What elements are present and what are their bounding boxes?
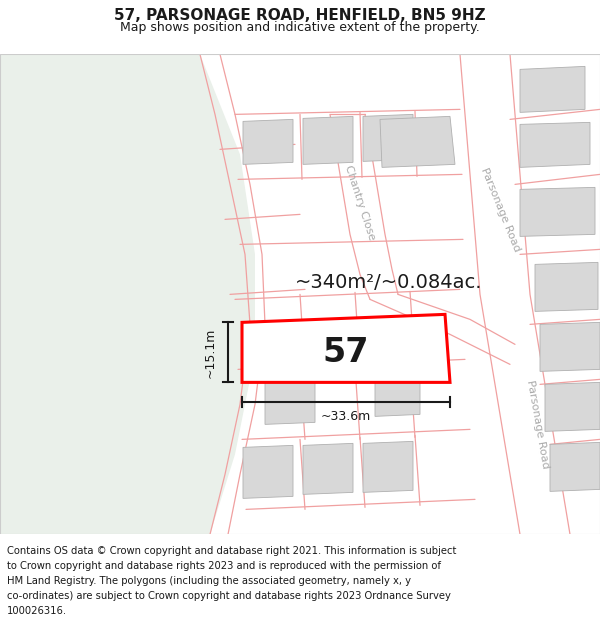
Text: ~15.1m: ~15.1m <box>203 328 217 378</box>
Polygon shape <box>242 314 450 382</box>
Text: 100026316.: 100026316. <box>7 606 67 616</box>
Polygon shape <box>520 188 595 236</box>
Text: co-ordinates) are subject to Crown copyright and database rights 2023 Ordnance S: co-ordinates) are subject to Crown copyr… <box>7 591 451 601</box>
Polygon shape <box>520 122 590 168</box>
Text: Parsonage Road: Parsonage Road <box>525 379 551 469</box>
Polygon shape <box>243 119 293 164</box>
Polygon shape <box>535 262 598 311</box>
Text: ~340m²/~0.084ac.: ~340m²/~0.084ac. <box>295 273 482 292</box>
Polygon shape <box>545 382 600 431</box>
Text: 57, PARSONAGE ROAD, HENFIELD, BN5 9HZ: 57, PARSONAGE ROAD, HENFIELD, BN5 9HZ <box>114 8 486 23</box>
Polygon shape <box>0 54 255 534</box>
Polygon shape <box>243 446 293 498</box>
Polygon shape <box>363 114 413 161</box>
Polygon shape <box>540 322 600 371</box>
Text: Map shows position and indicative extent of the property.: Map shows position and indicative extent… <box>120 21 480 34</box>
Text: HM Land Registry. The polygons (including the associated geometry, namely x, y: HM Land Registry. The polygons (includin… <box>7 576 411 586</box>
Text: ~33.6m: ~33.6m <box>321 410 371 423</box>
Polygon shape <box>520 66 585 112</box>
Polygon shape <box>375 376 420 416</box>
Text: Chantry Close: Chantry Close <box>343 164 377 241</box>
Polygon shape <box>380 116 455 168</box>
Text: Parsonage Road: Parsonage Road <box>479 166 521 253</box>
Polygon shape <box>363 441 413 493</box>
Text: to Crown copyright and database rights 2023 and is reproduced with the permissio: to Crown copyright and database rights 2… <box>7 561 441 571</box>
Polygon shape <box>265 378 315 424</box>
Text: Contains OS data © Crown copyright and database right 2021. This information is : Contains OS data © Crown copyright and d… <box>7 546 457 556</box>
Polygon shape <box>303 443 353 494</box>
Polygon shape <box>550 442 600 491</box>
Polygon shape <box>303 116 353 164</box>
Text: 57: 57 <box>323 336 369 369</box>
